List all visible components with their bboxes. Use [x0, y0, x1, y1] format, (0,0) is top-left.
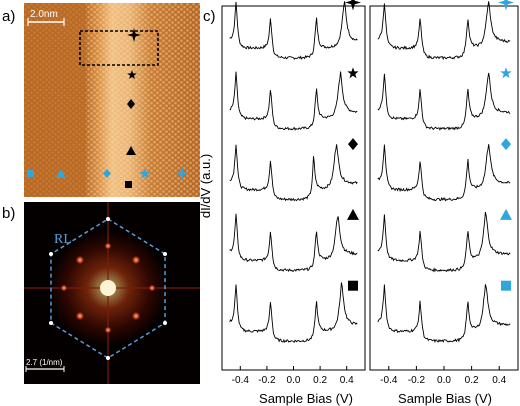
stm-scale-bar: 2.0nm	[27, 9, 65, 26]
spectrum-marker-right-square	[501, 280, 511, 291]
stm-black-marker-triangle	[126, 146, 136, 155]
spectrum-curve-right-five-point-star	[377, 72, 511, 131]
panel-label-c: c)	[203, 8, 216, 25]
stm-scale-label: 2.0nm	[30, 9, 58, 20]
panel-label-b: b)	[2, 205, 16, 222]
stm-blue-marker-triangle	[56, 169, 66, 178]
stm-black-marker-four-point-star	[127, 28, 141, 42]
x-axis-label-left: Sample Bias (V)	[259, 391, 353, 406]
x-tick-label-right: 0.0	[437, 375, 451, 386]
x-tick-label-left: -0.2	[258, 375, 276, 386]
stm-black-marker-square	[125, 181, 132, 188]
fft-image: 2.7 (1/nm)	[24, 202, 200, 384]
stm-blue-marker-diamond	[103, 169, 111, 178]
x-axis-label-right: Sample Bias (V)	[398, 391, 492, 406]
spectra-frame-right	[369, 5, 519, 371]
dashed-region-box	[79, 30, 159, 66]
stm-blue-marker-four-point-star	[174, 166, 190, 181]
spectra-frame-left	[221, 5, 366, 371]
stm-black-marker-five-point-star	[127, 70, 137, 79]
fft-scale-bar: 2.7 (1/nm)	[25, 358, 65, 372]
spectrum-curve-left-triangle	[229, 213, 358, 273]
spectra-chart: dI/dV (a.u.) -0.4 -0.2 0.0 0.2 0.4 -0.4 -0.2 0.…	[198, 0, 519, 406]
spectrum-marker-left-triangle	[347, 208, 359, 220]
spectrum-marker-left-square	[348, 280, 358, 291]
spectrum-curve-right-diamond	[377, 144, 511, 202]
spectrum-marker-right-diamond	[501, 138, 511, 151]
fft-image-panel: 2.7 (1/nm) RL	[24, 202, 200, 384]
fft-scale-label: 2.7 (1/nm)	[26, 358, 63, 367]
x-tick-label-left: 0.4	[340, 375, 354, 386]
spectrum-marker-right-five-point-star	[500, 67, 512, 79]
x-tick-label-left: -0.4	[232, 375, 250, 386]
spectrum-marker-right-triangle	[500, 208, 512, 220]
x-tick-label-right: -0.2	[408, 375, 426, 386]
reciprocal-lattice-label: RL	[54, 232, 72, 247]
spectrum-curve-right-square	[377, 284, 511, 344]
spectrum-curve-right-triangle	[377, 211, 511, 273]
stm-black-marker-diamond	[127, 99, 135, 109]
spectrum-curve-left-four-point-star	[229, 1, 358, 60]
x-tick-label-left: 0.0	[287, 375, 301, 386]
spectrum-marker-left-four-point-star	[345, 0, 361, 11]
spectrum-curve-left-diamond	[229, 144, 358, 202]
x-tick-label-right: -0.4	[380, 375, 398, 386]
y-axis-label: dI/dV (a.u.)	[198, 154, 213, 218]
spectrum-marker-left-diamond	[348, 138, 358, 151]
spectrum-marker-left-five-point-star	[347, 67, 359, 79]
spectrum-marker-right-four-point-star	[498, 0, 514, 11]
x-tick-label-right: 0.2	[465, 375, 479, 386]
stm-image: 2.0nm	[24, 3, 200, 197]
x-tick-label-left: 0.2	[313, 375, 327, 386]
x-tick-label-right: 0.4	[492, 375, 506, 386]
spectrum-curve-left-five-point-star	[229, 71, 358, 131]
stm-image-panel: 2.0nm	[24, 3, 200, 197]
panel-label-a: a)	[2, 8, 16, 25]
stm-blue-marker-five-point-star	[139, 168, 151, 179]
stm-blue-marker-square	[27, 170, 34, 177]
spectrum-curve-left-square	[229, 282, 358, 344]
spectrum-curve-right-four-point-star	[377, 1, 511, 61]
